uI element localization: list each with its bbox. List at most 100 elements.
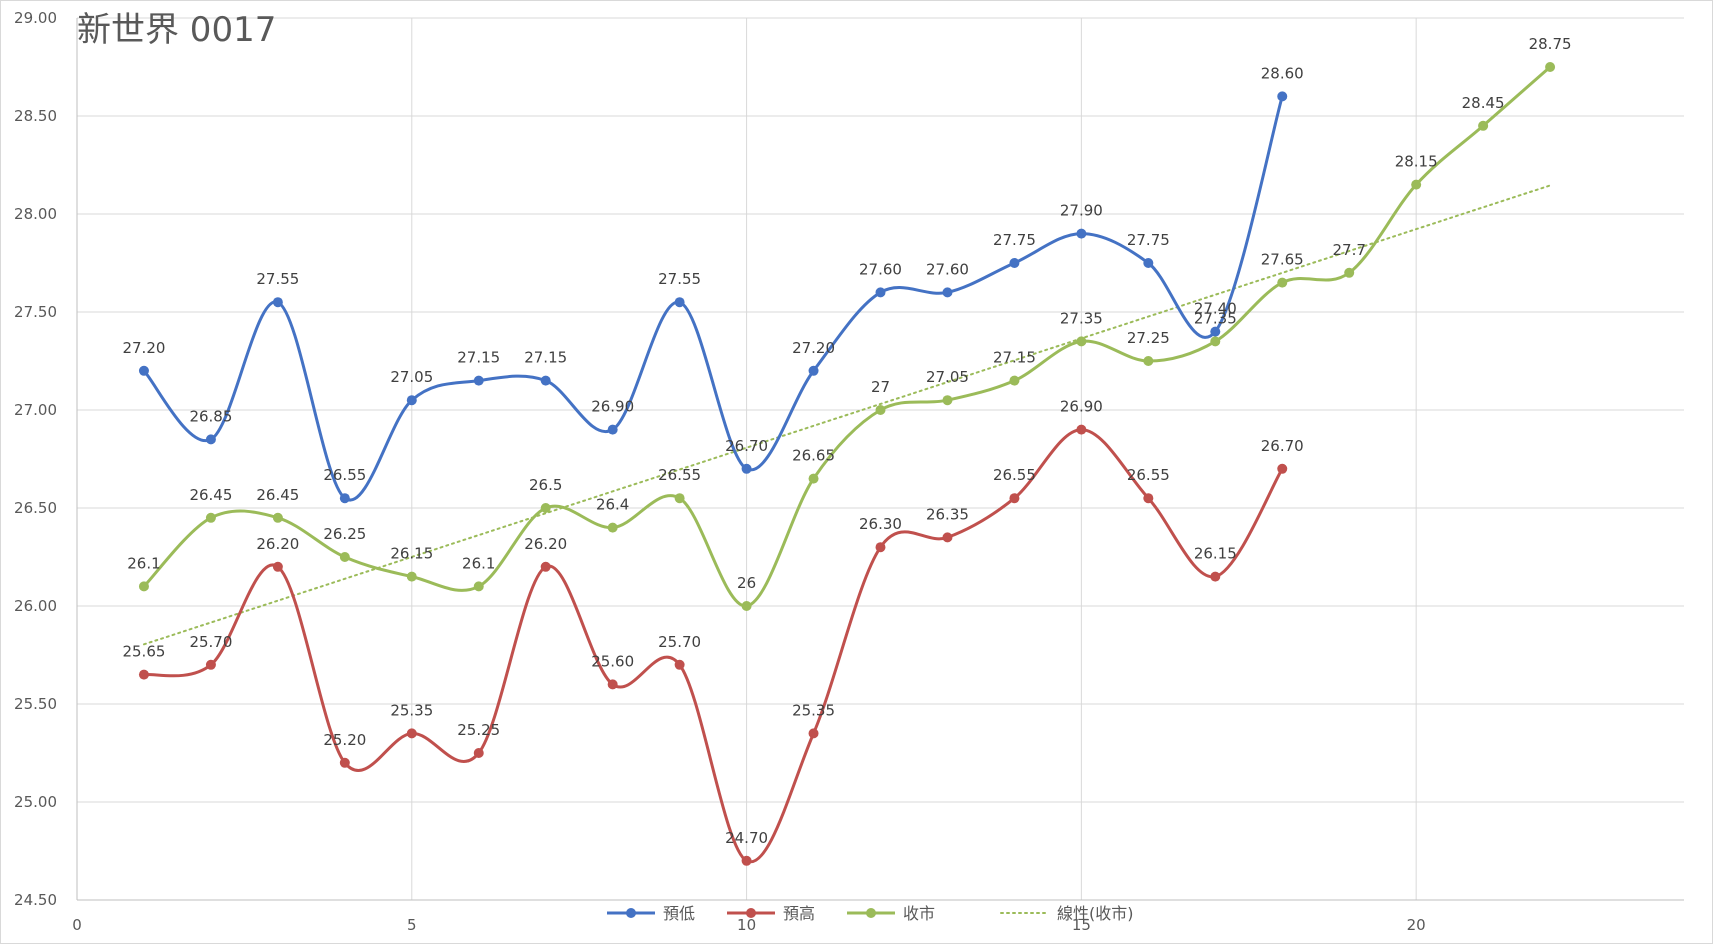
data-point [607, 522, 618, 533]
data-label: 27.15 [457, 349, 500, 367]
data-label: 25.65 [122, 643, 165, 661]
series-line [143, 428, 1284, 864]
legend-item: 預高 [727, 904, 815, 923]
data-label: 26 [737, 574, 756, 592]
data-point [674, 297, 685, 308]
data-label: 25.35 [390, 701, 433, 719]
data-label: 26.90 [1060, 398, 1103, 416]
data-label: 27.55 [256, 270, 299, 288]
data-point [1411, 179, 1422, 190]
data-label: 27.05 [390, 368, 433, 386]
data-point [540, 375, 551, 386]
data-point [473, 581, 484, 592]
data-point [339, 757, 350, 768]
data-point [406, 571, 417, 582]
legend-swatch-marker [626, 908, 636, 918]
data-point [674, 659, 685, 670]
data-label: 26.45 [256, 486, 299, 504]
data-point [1143, 356, 1154, 366]
x-tick-label: 5 [407, 916, 417, 934]
data-point [339, 493, 350, 504]
legend-label: 預高 [783, 904, 815, 923]
x-tick-label: 15 [1072, 916, 1091, 934]
data-label: 26.55 [658, 466, 701, 484]
data-point [808, 473, 819, 484]
data-point [607, 679, 618, 690]
data-point [1076, 228, 1087, 239]
data-point [540, 503, 551, 513]
series-line [142, 95, 1284, 502]
data-label: 27.75 [1127, 231, 1170, 249]
data-point [473, 748, 484, 758]
data-point [808, 365, 819, 376]
legend-label: 線性(收市) [1057, 904, 1134, 923]
data-label: 26.45 [189, 486, 232, 504]
legend: 預低 預高 收市 線性(收市) [607, 904, 1134, 923]
chart-title: 新世界 0017 [77, 10, 276, 50]
y-tick-label: 25.50 [14, 695, 57, 713]
data-point [540, 561, 551, 572]
data-point [741, 855, 752, 866]
data-label: 26.30 [859, 515, 902, 533]
data-label: 26.70 [725, 437, 768, 455]
axes: 24.5025.0025.5026.0026.5027.0027.5028.00… [14, 9, 1684, 934]
data-point [1277, 277, 1288, 288]
data-point [272, 561, 283, 572]
data-label: 25.35 [792, 701, 835, 719]
y-tick-label: 26.00 [14, 597, 57, 615]
data-point [942, 287, 953, 298]
data-point [272, 512, 283, 523]
data-point [1277, 91, 1288, 102]
data-label: 26.35 [926, 505, 969, 523]
data-point [1478, 120, 1489, 131]
data-point [473, 375, 484, 386]
legend-item: 收市 [847, 904, 935, 923]
data-label: 27.60 [926, 260, 969, 278]
data-label: 27.75 [993, 231, 1036, 249]
data-label: 26.55 [1127, 466, 1170, 484]
legend-swatch-marker [866, 908, 876, 918]
data-label: 27.15 [993, 349, 1036, 367]
data-point [674, 493, 685, 504]
data-point [741, 601, 752, 611]
data-label: 27.25 [1127, 329, 1170, 347]
data-label: 27.35 [1194, 309, 1237, 327]
data-point [205, 434, 216, 445]
y-tick-label: 24.50 [14, 891, 57, 909]
data-label: 27.15 [524, 349, 567, 367]
data-label: 24.70 [725, 829, 768, 847]
data-label: 27.05 [926, 368, 969, 386]
series-layer [138, 62, 1556, 866]
x-tick-label: 20 [1407, 916, 1426, 934]
data-label: 28.60 [1261, 64, 1304, 82]
data-point [205, 659, 216, 670]
data-label: 27.20 [792, 339, 835, 357]
data-point [138, 581, 149, 592]
data-point [1210, 336, 1221, 347]
data-label: 25.20 [323, 731, 366, 749]
data-point [875, 287, 886, 298]
y-tick-label: 26.50 [14, 499, 57, 517]
data-label: 27 [871, 378, 890, 396]
data-label: 28.75 [1529, 35, 1572, 53]
data-point [138, 365, 149, 376]
data-point [1344, 267, 1355, 278]
data-point [138, 669, 149, 680]
data-label: 28.45 [1462, 94, 1505, 112]
data-label: 26.15 [390, 545, 433, 563]
data-point [1009, 375, 1020, 386]
data-point [1210, 571, 1221, 582]
y-tick-label: 27.50 [14, 303, 57, 321]
legend-item: 預低 [607, 904, 695, 923]
data-label: 25.25 [457, 721, 500, 739]
data-label: 27.55 [658, 270, 701, 288]
data-label: 26.55 [993, 466, 1036, 484]
data-label: 26.1 [462, 554, 495, 572]
data-point [205, 512, 216, 523]
data-label: 27.40 [1194, 300, 1237, 318]
legend-item: 線性(收市) [1000, 904, 1134, 923]
legend-label: 收市 [903, 904, 935, 923]
data-point [741, 463, 752, 474]
